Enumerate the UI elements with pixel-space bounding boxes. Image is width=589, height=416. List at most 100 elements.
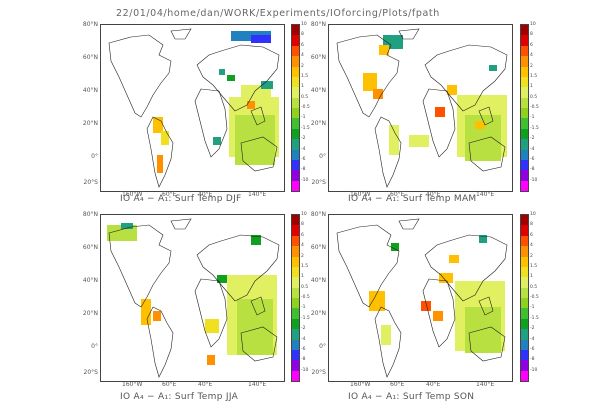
lon-tick-label: 140°E	[248, 191, 267, 198]
coastline	[336, 34, 400, 118]
colorbar-tick-label: 8	[530, 32, 533, 38]
colorbar-segment	[292, 215, 299, 226]
colorbar-segment	[521, 76, 528, 88]
colorbar-segment	[521, 360, 528, 371]
anomaly-patch	[479, 235, 487, 243]
colorbar-tick-label: 0.5	[301, 94, 309, 100]
colorbar-segment	[521, 159, 528, 171]
colorbar-segment	[521, 45, 528, 57]
colorbar-segment	[521, 128, 528, 140]
coastline	[374, 306, 402, 378]
anomaly-patch	[157, 155, 163, 173]
coastline	[146, 116, 174, 188]
coastline	[422, 278, 456, 348]
anomaly-patch	[409, 135, 429, 147]
colorbar-tick-label: 1	[301, 274, 304, 280]
colorbar-segment	[292, 56, 299, 67]
colorbar-segment	[292, 329, 299, 340]
anomaly-patch	[391, 243, 399, 251]
colorbar-segment	[521, 35, 528, 46]
coastline	[146, 306, 174, 378]
colorbar-segment	[521, 349, 528, 361]
lat-tick-label: 80°N	[310, 21, 326, 28]
anomaly-patch	[235, 115, 275, 165]
lat-tick-label: 20°S	[311, 369, 326, 376]
colorbar-tick-label: 1	[530, 274, 533, 280]
colorbar-tick-label: -1	[301, 115, 306, 121]
colorbar-segment	[521, 277, 528, 288]
map-frame	[328, 24, 513, 192]
colorbar-tick-label: 0.5	[530, 284, 538, 290]
colorbar-segment	[521, 180, 528, 191]
anomaly-patch	[261, 81, 273, 89]
colorbar-segment	[292, 108, 299, 119]
anomaly-patch	[217, 275, 227, 283]
anomaly-patch	[449, 255, 459, 263]
lon-tick-label: 140°E	[476, 191, 495, 198]
coastline	[424, 44, 508, 112]
coastline	[240, 326, 278, 362]
colorbar-tick-label: -2	[301, 326, 306, 332]
colorbar-segment	[292, 118, 299, 129]
colorbar-segment	[292, 318, 299, 330]
colorbar-segment	[292, 287, 299, 298]
colorbar-tick-label: -6	[530, 346, 535, 352]
coastline	[196, 44, 280, 112]
anomaly-patch	[381, 325, 391, 345]
anomaly-patch	[213, 137, 221, 145]
lat-tick-label: 20°N	[82, 310, 98, 317]
lon-tick-label: 60°E	[390, 381, 405, 388]
colorbar-tick-label: 1	[530, 84, 533, 90]
lat-tick-label: 0°	[91, 343, 98, 350]
colorbar	[520, 24, 529, 192]
colorbar-tick-label: 2	[301, 63, 304, 69]
colorbar-tick-label: 10	[301, 212, 307, 217]
colorbar-segment	[521, 246, 528, 257]
colorbar-tick-label: -4	[530, 146, 535, 152]
lat-tick-label: 20°S	[83, 369, 98, 376]
colorbar-segment	[521, 329, 528, 340]
colorbar-tick-label: -1	[530, 115, 535, 121]
lat-tick-label: 0°	[319, 343, 326, 350]
coastline	[108, 34, 172, 118]
coastline	[468, 136, 506, 172]
colorbar-tick-label: -2	[530, 136, 535, 142]
colorbar-segment	[521, 225, 528, 236]
colorbar-tick-label: 1.5	[301, 263, 309, 269]
colorbar-segment	[292, 308, 299, 319]
colorbar-tick-label: -10	[301, 177, 309, 183]
colorbar-tick-label: -10	[530, 177, 538, 183]
coastline	[240, 136, 278, 172]
colorbar-segment	[521, 149, 528, 160]
lat-tick-label: 40°N	[82, 87, 98, 94]
map-frame	[100, 24, 285, 192]
colorbar-segment	[521, 66, 528, 77]
lat-tick-label: 0°	[91, 153, 98, 160]
lat-tick-label: 80°N	[82, 211, 98, 218]
colorbar-tick-label: -4	[530, 336, 535, 342]
anomaly-patch	[433, 311, 443, 321]
colorbar-segment	[292, 235, 299, 247]
anomaly-patch	[389, 125, 399, 155]
colorbar-tick-label: 2	[530, 63, 533, 69]
colorbar-segment	[292, 360, 299, 371]
colorbar-segment	[292, 180, 299, 191]
lat-tick-label: 60°N	[82, 54, 98, 61]
coastline	[194, 88, 228, 158]
coastline	[108, 224, 172, 308]
colorbar-segment	[292, 159, 299, 171]
colorbar-tick-label: -6	[301, 156, 306, 162]
coastline	[468, 326, 506, 362]
colorbar-segment	[521, 170, 528, 181]
coastline	[170, 28, 192, 40]
lon-tick-label: 160°W	[350, 191, 371, 198]
panel-title: IO A₄ − A₁: Surf Temp DJF	[120, 194, 242, 204]
lon-tick-label: 60°E	[390, 191, 405, 198]
colorbar-segment	[521, 97, 528, 108]
colorbar-tick-label: -6	[301, 346, 306, 352]
lat-tick-label: 40°N	[82, 277, 98, 284]
colorbar-tick-label: 6	[301, 232, 304, 238]
colorbar-segment	[521, 25, 528, 36]
colorbar-segment	[521, 308, 528, 319]
lat-tick-label: 60°N	[82, 244, 98, 251]
